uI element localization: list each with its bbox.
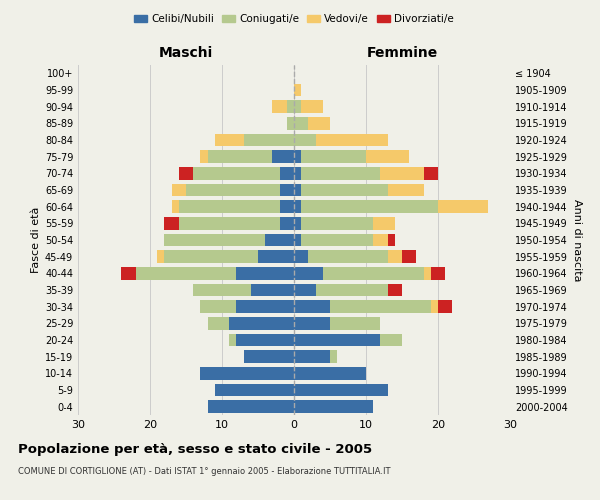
- Bar: [236, 334, 294, 346]
- Bar: [294, 400, 373, 413]
- Bar: [323, 267, 424, 280]
- Bar: [251, 284, 294, 296]
- Bar: [330, 350, 337, 363]
- Text: Popolazione per età, sesso e stato civile - 2005: Popolazione per età, sesso e stato civil…: [18, 442, 372, 456]
- Bar: [294, 234, 301, 246]
- Bar: [301, 217, 373, 230]
- Bar: [272, 150, 294, 163]
- Bar: [301, 100, 323, 113]
- Bar: [388, 184, 424, 196]
- Bar: [424, 267, 431, 280]
- Bar: [229, 317, 294, 330]
- Bar: [229, 334, 236, 346]
- Bar: [164, 217, 179, 230]
- Bar: [301, 200, 438, 213]
- Bar: [438, 300, 452, 313]
- Bar: [157, 250, 164, 263]
- Bar: [208, 150, 272, 163]
- Bar: [366, 150, 409, 163]
- Bar: [294, 117, 308, 130]
- Bar: [215, 384, 294, 396]
- Bar: [280, 167, 294, 179]
- Bar: [280, 217, 294, 230]
- Bar: [236, 267, 294, 280]
- Bar: [380, 334, 402, 346]
- Bar: [431, 267, 445, 280]
- Bar: [200, 150, 208, 163]
- Bar: [272, 100, 287, 113]
- Bar: [330, 317, 380, 330]
- Bar: [280, 200, 294, 213]
- Bar: [265, 234, 294, 246]
- Bar: [294, 334, 380, 346]
- Bar: [164, 250, 258, 263]
- Text: Maschi: Maschi: [159, 46, 213, 60]
- Bar: [388, 234, 395, 246]
- Bar: [179, 217, 280, 230]
- Bar: [164, 234, 265, 246]
- Bar: [294, 167, 301, 179]
- Bar: [388, 284, 402, 296]
- Bar: [208, 400, 294, 413]
- Bar: [294, 100, 301, 113]
- Bar: [424, 167, 438, 179]
- Bar: [294, 367, 366, 380]
- Bar: [294, 267, 323, 280]
- Y-axis label: Anni di nascita: Anni di nascita: [572, 198, 582, 281]
- Bar: [172, 200, 179, 213]
- Bar: [316, 134, 388, 146]
- Bar: [431, 300, 438, 313]
- Bar: [301, 184, 388, 196]
- Bar: [208, 317, 229, 330]
- Bar: [200, 300, 236, 313]
- Bar: [244, 134, 294, 146]
- Bar: [136, 267, 236, 280]
- Bar: [179, 200, 280, 213]
- Bar: [200, 367, 294, 380]
- Bar: [294, 84, 301, 96]
- Bar: [294, 350, 330, 363]
- Bar: [121, 267, 136, 280]
- Bar: [287, 117, 294, 130]
- Bar: [330, 300, 431, 313]
- Bar: [301, 234, 373, 246]
- Bar: [258, 250, 294, 263]
- Y-axis label: Fasce di età: Fasce di età: [31, 207, 41, 273]
- Bar: [294, 150, 301, 163]
- Bar: [193, 167, 280, 179]
- Text: Femmine: Femmine: [367, 46, 437, 60]
- Bar: [294, 250, 308, 263]
- Bar: [294, 317, 330, 330]
- Bar: [280, 184, 294, 196]
- Bar: [294, 184, 301, 196]
- Bar: [294, 200, 301, 213]
- Bar: [301, 150, 366, 163]
- Bar: [301, 167, 380, 179]
- Bar: [287, 100, 294, 113]
- Bar: [294, 284, 316, 296]
- Bar: [308, 117, 330, 130]
- Bar: [438, 200, 488, 213]
- Bar: [294, 134, 316, 146]
- Bar: [373, 217, 395, 230]
- Bar: [244, 350, 294, 363]
- Bar: [236, 300, 294, 313]
- Bar: [294, 384, 388, 396]
- Bar: [172, 184, 186, 196]
- Bar: [380, 167, 424, 179]
- Bar: [193, 284, 251, 296]
- Text: COMUNE DI CORTIGLIONE (AT) - Dati ISTAT 1° gennaio 2005 - Elaborazione TUTTITALI: COMUNE DI CORTIGLIONE (AT) - Dati ISTAT …: [18, 468, 391, 476]
- Legend: Celibi/Nubili, Coniugati/e, Vedovi/e, Divorziati/e: Celibi/Nubili, Coniugati/e, Vedovi/e, Di…: [130, 10, 458, 29]
- Bar: [373, 234, 388, 246]
- Bar: [294, 300, 330, 313]
- Bar: [186, 184, 280, 196]
- Bar: [179, 167, 193, 179]
- Bar: [316, 284, 388, 296]
- Bar: [402, 250, 416, 263]
- Bar: [308, 250, 388, 263]
- Bar: [294, 217, 301, 230]
- Bar: [388, 250, 402, 263]
- Bar: [215, 134, 244, 146]
